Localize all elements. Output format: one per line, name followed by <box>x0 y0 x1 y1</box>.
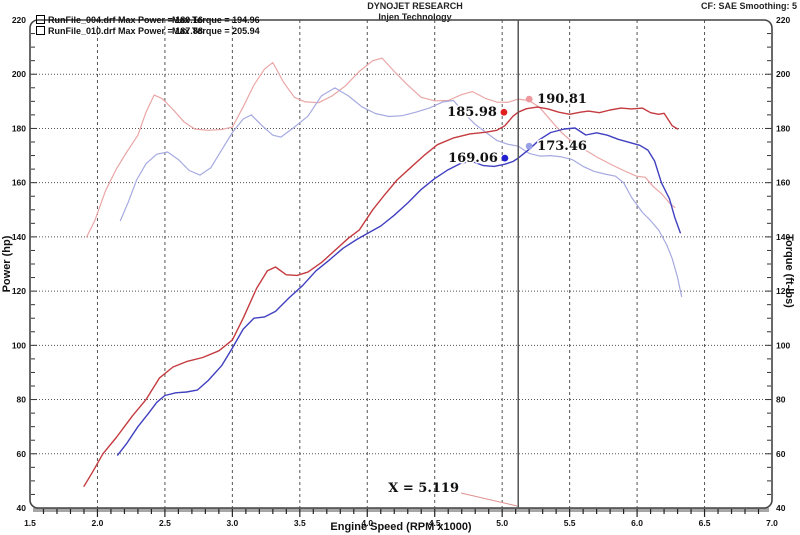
x-tick-label: 2.5 <box>159 518 171 528</box>
x-tick-label: 7.0 <box>766 518 778 528</box>
run004-torque-label: Max Torque = 194.96 <box>172 15 260 25</box>
y-tick-label-right: 60 <box>776 449 786 459</box>
y-tick-label-left: 140 <box>12 232 26 242</box>
x-tick-label: 5.0 <box>496 518 508 528</box>
run010-torque-label: Max Torque = 205.94 <box>172 26 260 36</box>
report-title: DYNOJET RESEARCH <box>367 1 463 11</box>
y-tick-label-right: 80 <box>776 395 786 405</box>
x-tick-label: 2.0 <box>92 518 104 528</box>
correction-smoothing-label: CF: SAE Smoothing: 5 <box>701 1 797 11</box>
y-tick-label-left: 120 <box>12 286 26 296</box>
series-runfile-004-torque-ft-lbs- <box>119 87 683 298</box>
marker-value-label: 173.46 <box>537 139 587 154</box>
series-runfile-004-power-hp- <box>116 127 681 456</box>
y-tick-label-left: 220 <box>12 15 26 25</box>
y-tick-label-left: 200 <box>12 69 26 79</box>
plot-frame <box>29 19 773 509</box>
y-tick-label-left: 80 <box>17 395 27 405</box>
y-tick-label-right: 40 <box>776 503 786 513</box>
series-runfile-010-torque-ft-lbs- <box>86 57 676 238</box>
legend-row-run010[interactable]: RunFile_010.drf Max Power = 187.88 Max T… <box>36 26 336 37</box>
x-tick-label: 4.0 <box>361 518 373 528</box>
series-runfile-010-power-hp- <box>83 106 679 487</box>
marker-dot <box>525 142 533 150</box>
y-axis-title-power: Power (hp) <box>1 235 13 293</box>
x-tick-label: 3.0 <box>226 518 238 528</box>
x-tick-label: 4.5 <box>429 518 441 528</box>
y-tick-label-right: 160 <box>776 178 790 188</box>
y-tick-label-right: 220 <box>776 15 790 25</box>
run-legend: RunFile_004.drf Max Power = 180.16 Max T… <box>36 15 336 37</box>
run010-power-label: RunFile_010.drf Max Power = 187.88 <box>48 26 203 36</box>
run004-color-swatch-icon <box>36 15 45 24</box>
marker-dot <box>525 95 533 103</box>
y-tick-label-left: 100 <box>12 340 26 350</box>
marker-value-label: 190.81 <box>537 92 587 107</box>
marker-value-label: 169.06 <box>448 151 498 166</box>
y-axis-title-torque: Torque (ft-lbs) <box>783 234 795 308</box>
x-tick-label: 6.0 <box>631 518 643 528</box>
cursor-label-connector <box>460 492 518 507</box>
y-tick-label-right: 200 <box>776 69 790 79</box>
y-tick-label-left: 60 <box>17 449 27 459</box>
x-tick-label: 6.5 <box>699 518 711 528</box>
x-tick-label: 5.5 <box>564 518 576 528</box>
marker-dot <box>500 108 508 116</box>
x-tick-label: 3.5 <box>294 518 306 528</box>
y-tick-label-right: 140 <box>776 232 790 242</box>
y-tick-label-right: 100 <box>776 340 790 350</box>
legend-row-run004[interactable]: RunFile_004.drf Max Power = 180.16 Max T… <box>36 15 336 26</box>
cursor-x-value-label: X = 5.119 <box>388 481 459 496</box>
x-axis-title: Engine Speed (RPM x1000) <box>330 521 472 533</box>
marker-value-label: 185.98 <box>447 105 497 120</box>
x-tick-label: 1.5 <box>24 518 36 528</box>
report-subtitle: Injen Technology <box>378 12 452 22</box>
y-tick-label-left: 180 <box>12 123 26 133</box>
run004-power-label: RunFile_004.drf Max Power = 180.16 <box>48 15 203 25</box>
y-tick-label-left: 160 <box>12 178 26 188</box>
run010-color-swatch-icon <box>36 26 45 35</box>
y-tick-label-right: 180 <box>776 123 790 133</box>
marker-dot <box>501 154 509 162</box>
y-tick-label-left: 40 <box>17 503 27 513</box>
y-tick-label-right: 120 <box>776 286 790 296</box>
